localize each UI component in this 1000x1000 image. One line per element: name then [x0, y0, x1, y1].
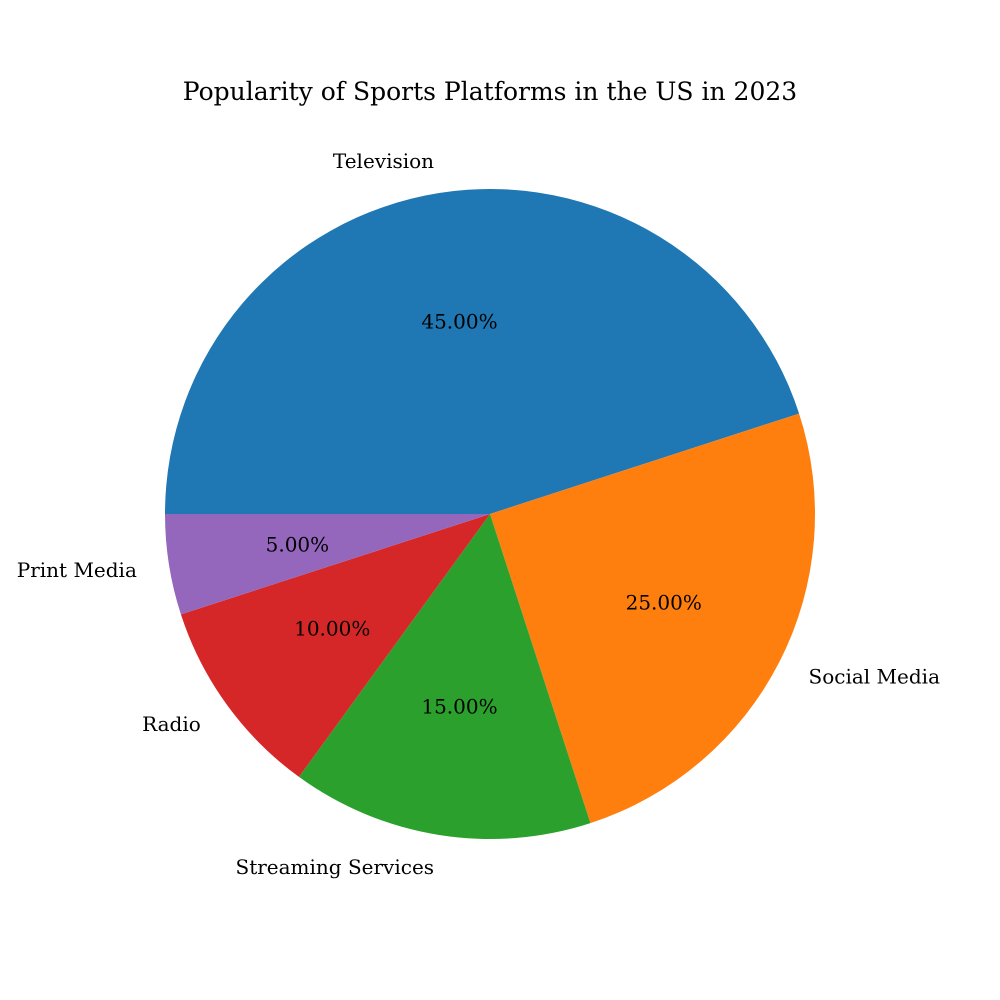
category-label-television: Television — [333, 149, 434, 173]
category-label-social-media: Social Media — [809, 664, 941, 688]
value-label-television: 45.00% — [421, 309, 497, 333]
value-label-radio: 10.00% — [294, 617, 370, 641]
category-label-print-media: Print Media — [17, 558, 137, 582]
value-label-print-media: 5.00% — [266, 533, 330, 557]
category-label-radio: Radio — [142, 712, 201, 736]
value-label-social-media: 25.00% — [626, 591, 702, 615]
chart-title: Popularity of Sports Platforms in the US… — [183, 77, 797, 106]
pie-slices — [165, 189, 815, 839]
category-label-streaming-services: Streaming Services — [236, 855, 435, 879]
value-label-streaming-services: 15.00% — [421, 695, 497, 719]
